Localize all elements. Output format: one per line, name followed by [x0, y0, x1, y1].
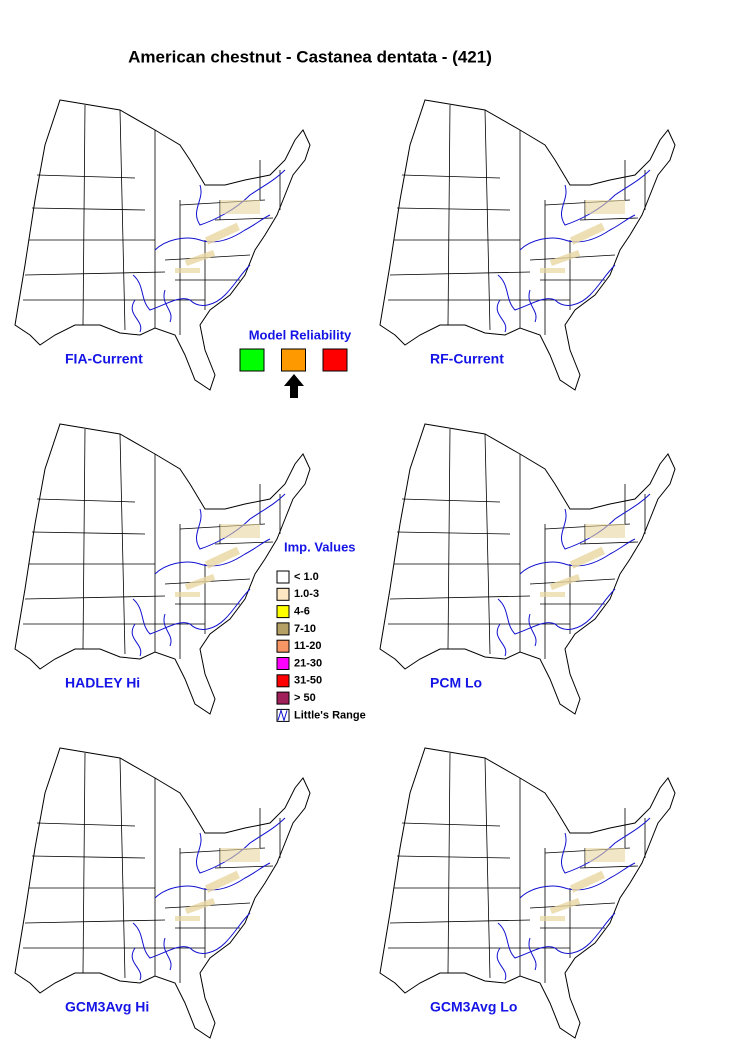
state-map — [14, 99, 311, 391]
panel-label: GCM3Avg Lo — [430, 999, 517, 1015]
legend-label: Little's Range — [294, 709, 366, 721]
arrow — [284, 374, 304, 398]
legend-label: 31-50 — [294, 675, 322, 687]
map-panels: FIA-Current RF-Current HADLEY Hi PCM Lo GCM3… — [14, 99, 676, 1039]
state-map — [14, 423, 311, 715]
panel-label: PCM Lo — [430, 675, 482, 691]
panel-label: GCM3Avg Hi — [65, 999, 149, 1015]
legend-label: 4-6 — [294, 606, 310, 618]
legend-swatch — [276, 639, 290, 653]
reliability-box — [281, 348, 306, 372]
legend-swatch — [276, 674, 290, 688]
model-reliability: Model Reliability — [239, 327, 352, 398]
legend-swatch — [276, 570, 290, 584]
state-map — [379, 99, 676, 391]
legend-swatch — [276, 657, 290, 670]
legend-swatch — [276, 587, 290, 601]
state-map — [379, 423, 676, 715]
legend-title: Imp. Values — [284, 539, 356, 554]
reliability-box — [322, 348, 348, 372]
state-map — [14, 747, 311, 1039]
reliability-box — [239, 348, 265, 372]
panel-label: RF-Current — [430, 351, 504, 367]
legend-label: 21-30 — [294, 657, 322, 669]
legend-swatch — [276, 605, 290, 619]
legend-swatch — [276, 691, 290, 705]
state-map — [379, 747, 676, 1039]
panel-label: FIA-Current — [65, 351, 143, 367]
figure-title: American chestnut - Castanea dentata - (… — [128, 47, 492, 66]
legend: Imp. Values < 1.0 1.0-3 4-6 7-10 11-20 21-30 3… — [276, 539, 366, 723]
legend-swatch — [276, 622, 290, 636]
panel-label: HADLEY Hi — [65, 675, 140, 691]
legend-label: 7-10 — [294, 623, 316, 635]
legend-label: < 1.0 — [294, 571, 319, 583]
legend-label: > 50 — [294, 692, 316, 704]
range-icon — [277, 708, 288, 723]
legend-label: 1.0-3 — [294, 588, 319, 600]
reliability-title: Model Reliability — [249, 327, 352, 342]
legend-label: 11-20 — [294, 640, 322, 652]
